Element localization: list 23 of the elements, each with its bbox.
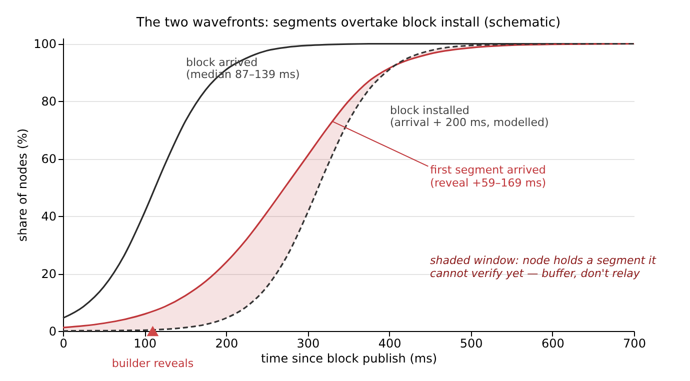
x-tick-label: 700 — [623, 336, 646, 350]
y-axis-title: share of nodes (%) — [16, 128, 30, 242]
annotation: builder reveals — [112, 357, 194, 370]
x-tick-label: 300 — [296, 336, 320, 350]
x-tick-label: 0 — [60, 336, 68, 350]
y-tick-label: 100 — [34, 37, 56, 52]
y-tick-label: 60 — [41, 152, 56, 166]
x-tick-label: 400 — [378, 336, 402, 350]
x-tick-label: 200 — [215, 336, 238, 350]
annotation: (reveal +59–169 ms) — [430, 176, 546, 190]
x-axis-title: time since block publish (ms) — [260, 352, 438, 366]
text: block installed — [390, 104, 470, 117]
y-tick-label: 20 — [41, 267, 56, 282]
annotation: (arrival + 200 ms, modelled) — [390, 116, 549, 129]
y-tick-label: 0 — [48, 324, 56, 338]
x-tick-label: 600 — [541, 336, 564, 350]
x-tick-label: 500 — [460, 336, 483, 350]
annotation: shaded window: node holds a segment it cannot verify yet — buffer, don't relay — [430, 254, 657, 280]
y-tick-label: 80 — [41, 94, 56, 109]
chart-title: The two wavefronts: segments overtake block install (schematic) — [135, 16, 561, 31]
x-tick-label: 100 — [134, 336, 157, 350]
text: first segment arrived — [430, 163, 546, 176]
y-tick-label: 40 — [41, 210, 56, 224]
